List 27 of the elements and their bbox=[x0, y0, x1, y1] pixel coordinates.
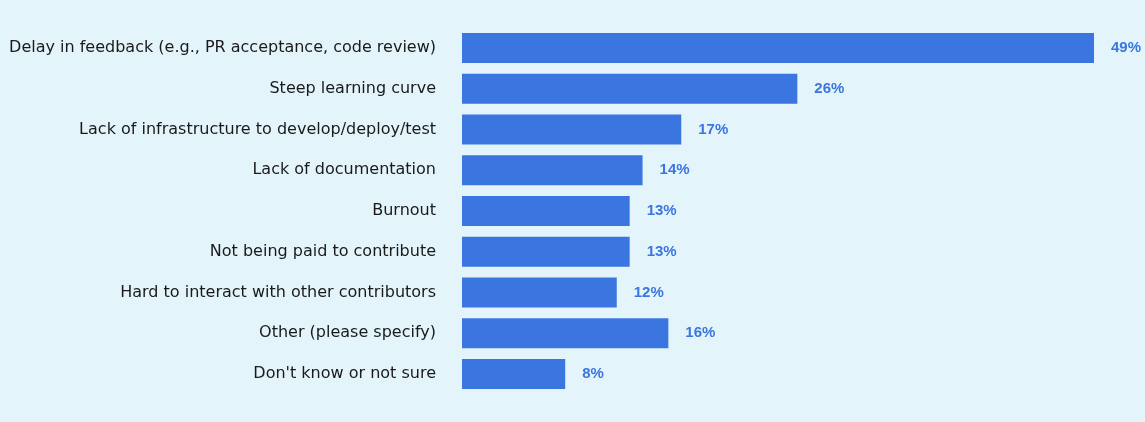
data-label: 16% bbox=[685, 323, 716, 341]
data-label: 26% bbox=[814, 78, 845, 96]
y-tick-label: Other (please specify) bbox=[259, 322, 436, 342]
data-label: 17% bbox=[698, 119, 729, 137]
data-label: 8% bbox=[582, 364, 604, 382]
bar bbox=[462, 236, 630, 267]
bar bbox=[462, 195, 630, 227]
y-tick-label: Burnout bbox=[372, 200, 436, 220]
bar bbox=[462, 155, 643, 186]
bar bbox=[462, 73, 798, 104]
bar bbox=[462, 358, 566, 390]
bar bbox=[462, 32, 1094, 64]
data-label: 12% bbox=[633, 282, 664, 300]
bar bbox=[462, 277, 617, 308]
y-tick-label: Delay in feedback (e.g., PR acceptance, code review) bbox=[9, 37, 436, 57]
y-tick-label: Hard to interact with other contributors bbox=[120, 281, 436, 301]
y-tick-label: Steep learning curve bbox=[269, 77, 436, 97]
y-tick-label: Don't know or not sure bbox=[253, 363, 436, 383]
data-label: 13% bbox=[646, 201, 677, 219]
bar bbox=[462, 318, 669, 349]
data-label: 49% bbox=[1111, 38, 1142, 56]
data-label: 14% bbox=[659, 160, 690, 178]
y-tick-label: Not being paid to contribute bbox=[209, 240, 436, 260]
y-tick-label: Lack of infrastructure to develop/deploy/test bbox=[79, 118, 436, 138]
data-label: 13% bbox=[646, 241, 677, 259]
bar bbox=[462, 114, 682, 145]
y-tick-label: Lack of documentation bbox=[252, 159, 436, 179]
